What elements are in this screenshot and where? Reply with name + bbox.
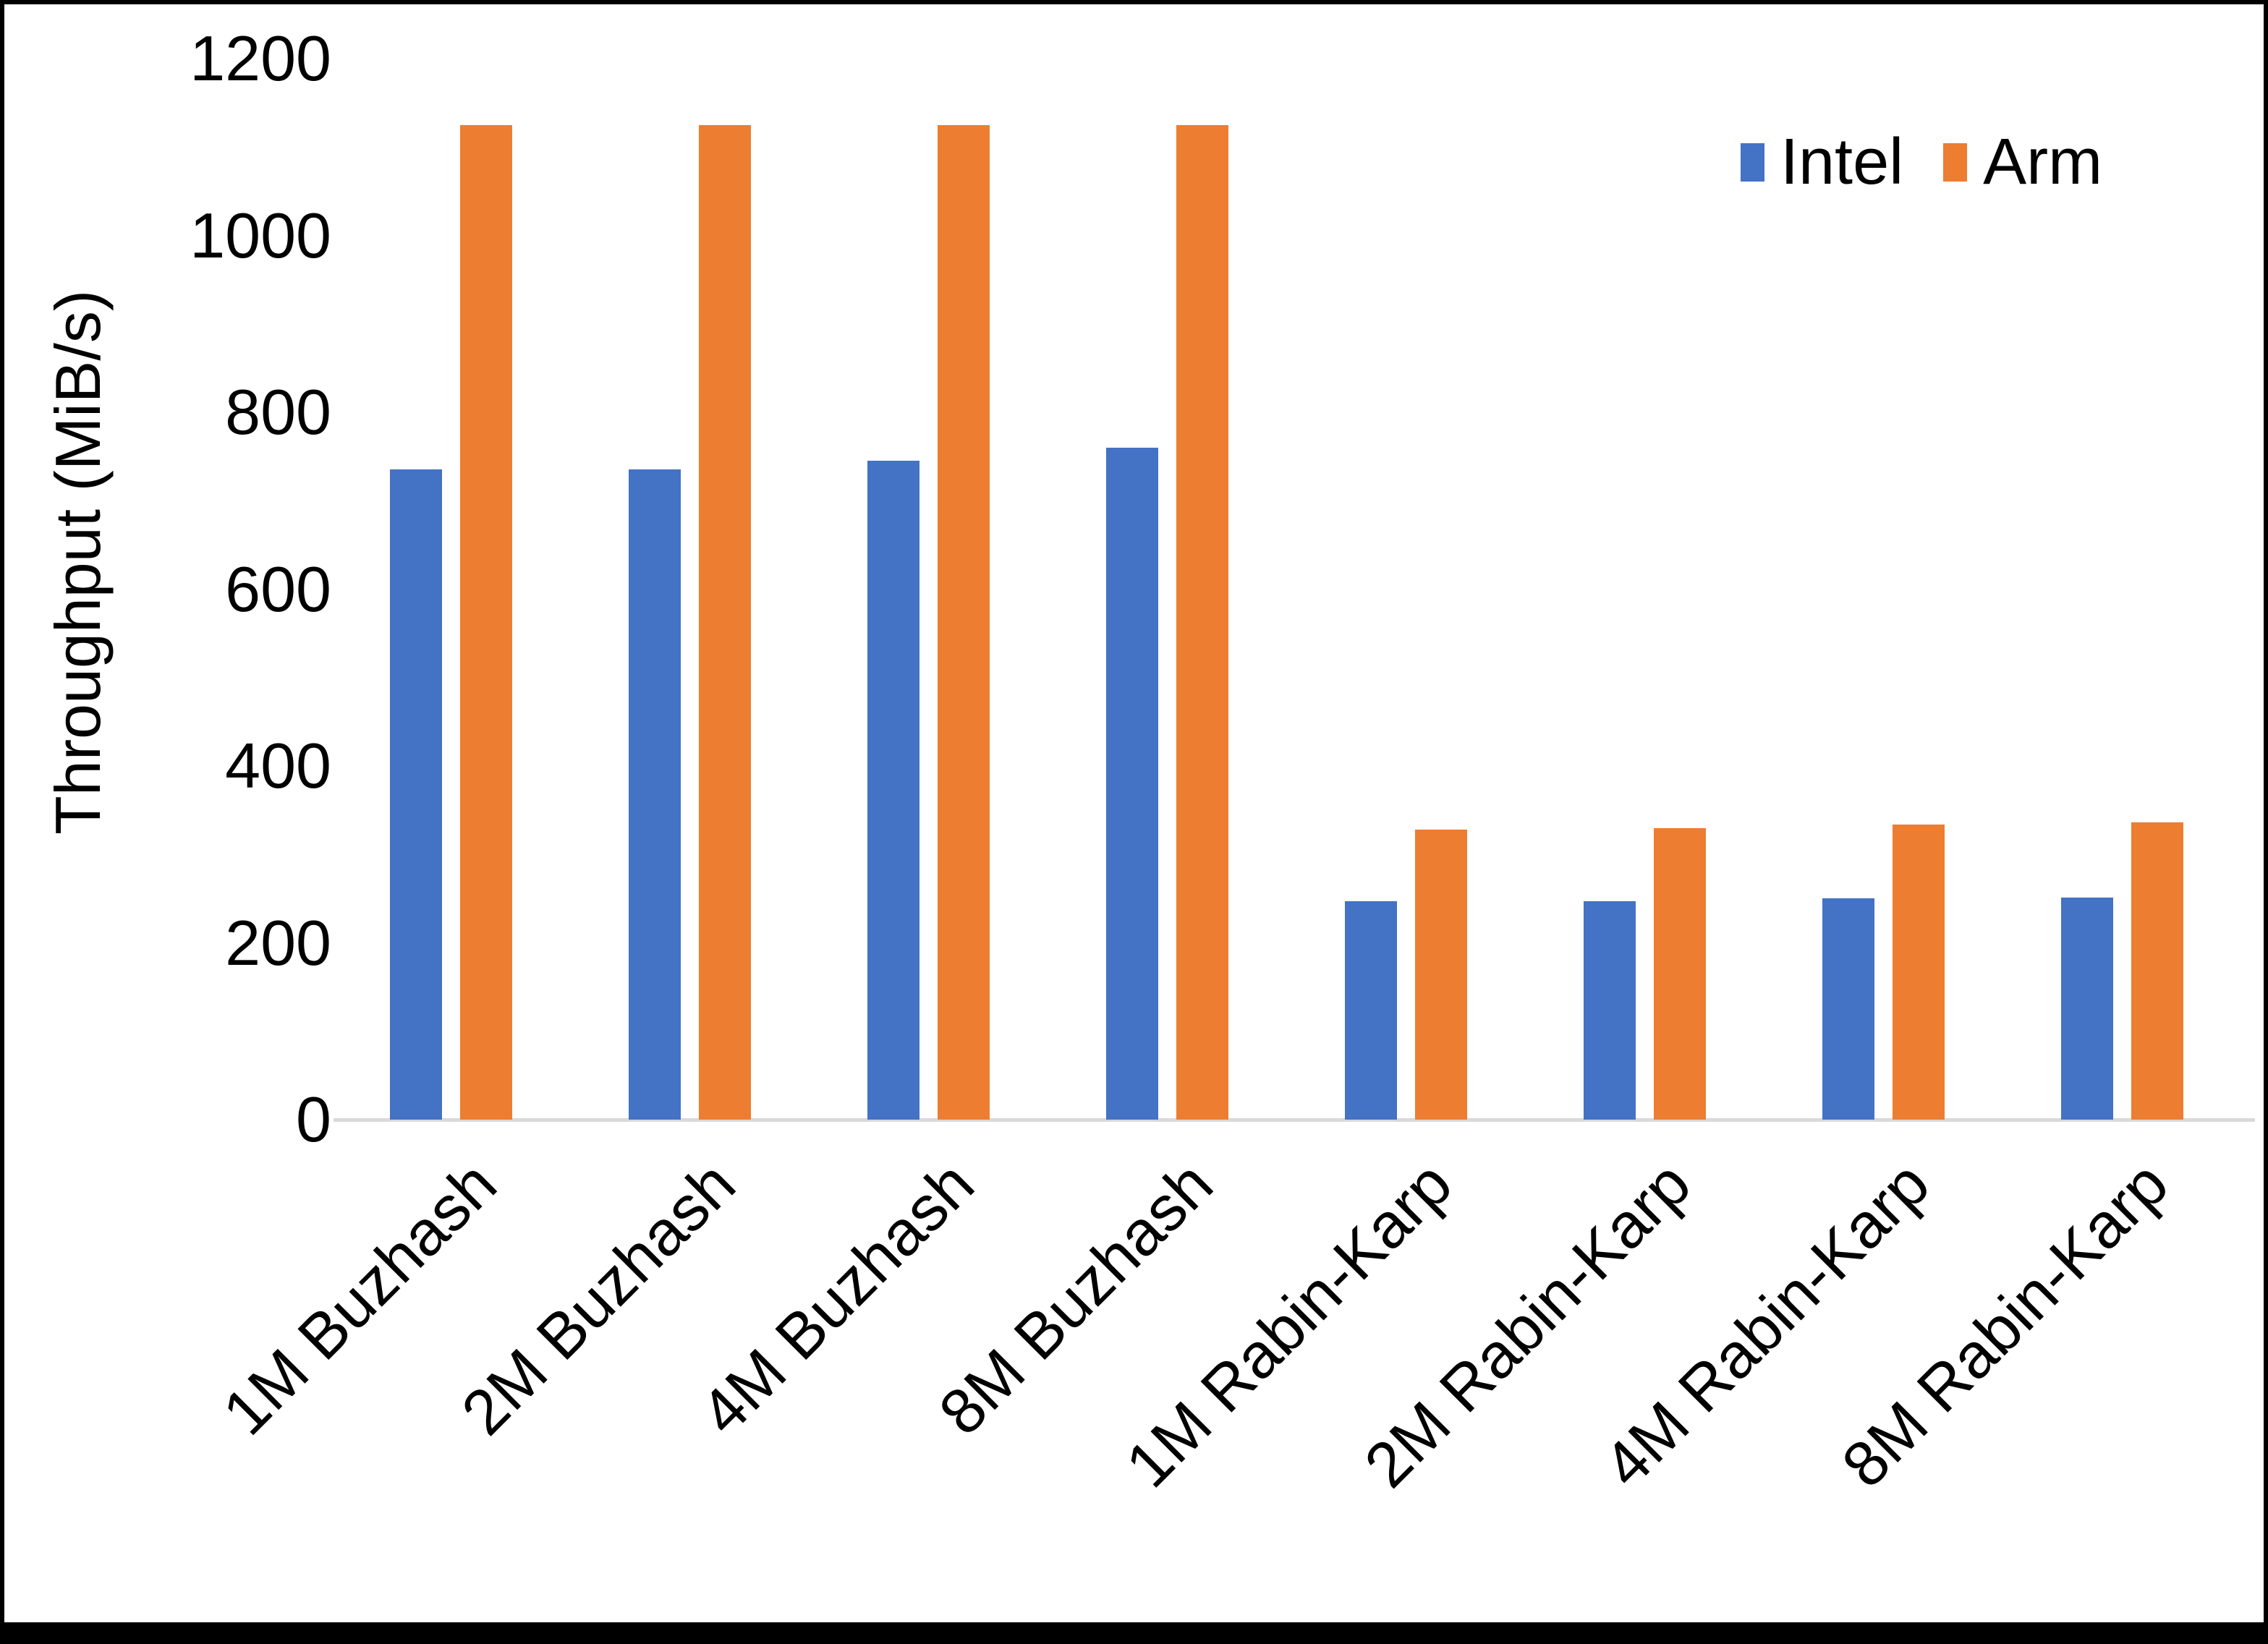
bar-intel-8m-buzhash — [1106, 448, 1158, 1120]
bar-arm-4m-rabin-karp — [1893, 825, 1945, 1120]
bar-arm-8m-buzhash — [1176, 125, 1228, 1120]
legend-item-intel: Intel — [1741, 126, 1903, 198]
bar-arm-1m-rabin-karp — [1415, 830, 1467, 1120]
y-tick-label-1000: 1000 — [190, 199, 331, 271]
y-tick-label-400: 400 — [225, 730, 331, 801]
legend: Intel Arm — [1741, 126, 2102, 198]
bar-intel-2m-buzhash — [629, 469, 681, 1120]
legend-item-arm: Arm — [1943, 126, 2102, 198]
bar-arm-1m-buzhash — [460, 125, 512, 1120]
x-axis-line — [334, 1118, 2255, 1122]
bar-arm-2m-buzhash — [699, 125, 751, 1120]
bar-arm-4m-buzhash — [938, 125, 990, 1120]
y-tick-label-1200: 1200 — [190, 22, 331, 94]
bar-intel-2m-rabin-karp — [1584, 901, 1636, 1120]
bar-intel-1m-buzhash — [390, 469, 442, 1120]
legend-swatch-intel — [1741, 142, 1764, 182]
y-tick-label-600: 600 — [225, 553, 331, 625]
y-tick-label-800: 800 — [225, 376, 331, 448]
bar-intel-4m-buzhash — [867, 461, 919, 1120]
legend-label-arm: Arm — [1983, 126, 2103, 198]
y-tick-label-200: 200 — [225, 906, 331, 979]
bar-arm-2m-rabin-karp — [1654, 828, 1706, 1120]
legend-swatch-arm — [1943, 142, 1968, 182]
bar-intel-8m-rabin-karp — [2061, 898, 2113, 1120]
bar-intel-4m-rabin-karp — [1822, 898, 1874, 1120]
y-tick-label-0: 0 — [296, 1083, 331, 1155]
legend-label-intel: Intel — [1780, 126, 1904, 198]
bar-arm-8m-rabin-karp — [2131, 822, 2183, 1120]
bar-intel-1m-rabin-karp — [1345, 901, 1397, 1120]
